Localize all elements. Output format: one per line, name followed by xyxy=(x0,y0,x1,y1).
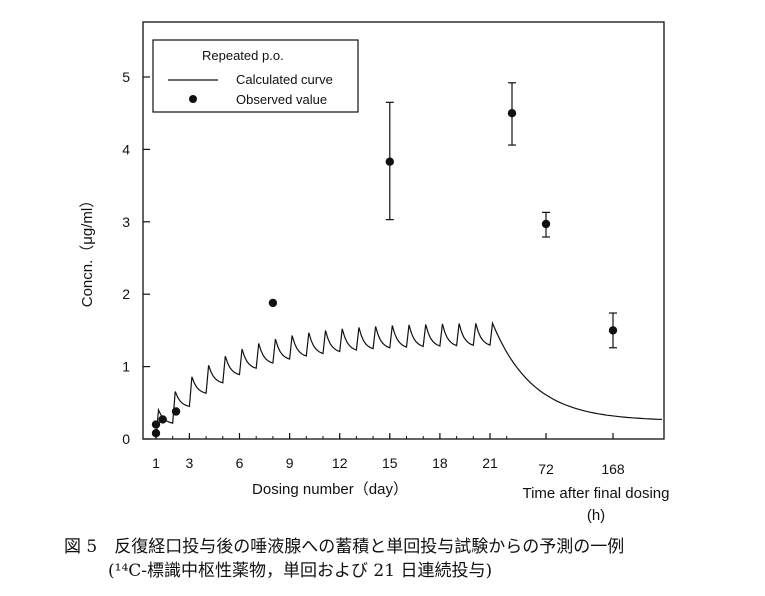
legend-title: Repeated p.o. xyxy=(202,48,284,63)
x-tick-label: 3 xyxy=(186,455,194,471)
y-tick-label: 4 xyxy=(122,141,130,157)
figure-caption-line1: 図 5 反復経口投与後の唾液腺への蓄積と単回投与試験からの予測の一例 xyxy=(64,537,625,557)
plot-area xyxy=(142,21,665,440)
x-tick-label: 9 xyxy=(286,455,294,471)
x-tick-label: 18 xyxy=(432,455,448,471)
x-tick-label: 15 xyxy=(382,455,398,471)
legend-calculated-label: Calculated curve xyxy=(236,72,333,87)
x-tick-label: 21 xyxy=(482,455,498,471)
calculated-curve-line xyxy=(155,320,663,440)
observed-point xyxy=(385,157,394,166)
legend: Repeated p.o. Calculated curve Observed … xyxy=(152,39,359,113)
y-tick-label: 3 xyxy=(122,214,130,230)
x-tick-label: 6 xyxy=(236,455,244,471)
observed-point xyxy=(171,407,181,416)
x-time-tick-label: 168 xyxy=(601,461,625,477)
observed-point xyxy=(507,109,517,118)
observed-point xyxy=(541,219,551,229)
y-axis: 0 1 2 3 4 5 xyxy=(122,69,150,447)
x-axis-title-secondary: Time after final dosing xyxy=(522,485,669,502)
legend-dot-swatch xyxy=(189,95,197,103)
figure-caption-line2: (¹⁴C-標識中枢性薬物，単回および 21 日連続投与) xyxy=(108,561,493,581)
observed-point xyxy=(608,326,618,335)
y-tick-label: 2 xyxy=(122,286,130,302)
legend-box xyxy=(152,39,359,113)
x-axis-title: Dosing number（day） xyxy=(252,481,408,498)
x-axis-title-secondary-unit: (h) xyxy=(587,507,605,524)
observed-point xyxy=(151,420,161,429)
x-tick-label: 12 xyxy=(332,455,348,471)
x-time-tick-label: 72 xyxy=(538,461,554,477)
observed-points xyxy=(151,82,618,438)
observed-point xyxy=(268,298,278,308)
legend-observed-label: Observed value xyxy=(236,92,327,107)
y-tick-label: 0 xyxy=(122,431,130,447)
y-tick-label: 5 xyxy=(122,69,130,85)
observed-point xyxy=(158,415,167,424)
x-tick-label: 1 xyxy=(152,455,160,471)
y-tick-label: 1 xyxy=(122,359,130,375)
y-axis-title: Concn.（μg/ml） xyxy=(79,193,96,308)
x-axis: 1 3 6 9 12 15 18 21 72 168 xyxy=(152,433,625,477)
observed-point xyxy=(151,429,161,438)
